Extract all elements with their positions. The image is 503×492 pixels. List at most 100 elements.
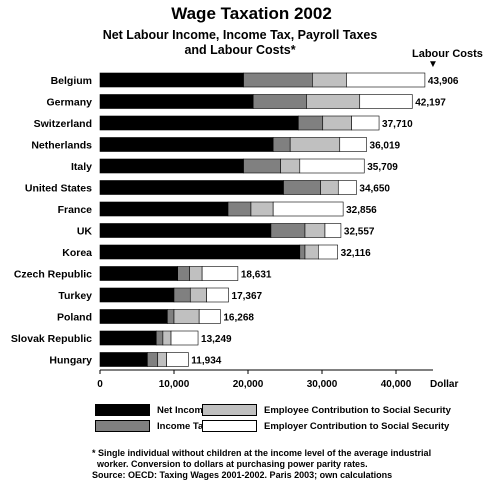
chart-title: Wage Taxation 2002 [171,4,332,23]
bar-segment-italy-employer-contribution-to-social-security [299,158,365,174]
bar-segment-france-income-tax [227,201,252,217]
total-label-belgium: 43,906 [428,76,459,87]
category-label-switzerland: Switzerland [34,118,92,130]
total-label-slovak-republic: 13,249 [201,334,232,345]
down-arrow-icon: ▼ [428,59,438,70]
total-label-uk: 32,557 [344,227,375,238]
bar-segment-united-states-net-income [99,180,284,195]
bar-segment-uk-employee-contribution-to-social-security [304,223,326,238]
bar-segment-united-states-employee-contribution-to-social-security [320,180,339,195]
category-label-germany: Germany [46,97,92,109]
bar-segment-turkey-net-income [99,287,175,303]
bar-segment-turkey-income-tax [173,287,191,303]
total-label-italy: 35,709 [367,162,398,173]
total-label-france: 32,856 [346,205,377,216]
category-label-italy: Italy [71,161,92,173]
bar-segment-switzerland-employee-contribution-to-social-security [322,115,352,131]
bar-segment-turkey-employee-contribution-to-social-security [189,287,207,303]
legend-label-employee-contribution: Employee Contribution to Social Security [264,405,451,416]
legend-label-net-income: Net Income [157,405,209,416]
total-label-switzerland: 37,710 [382,119,413,130]
bar-segment-belgium-net-income [99,72,244,88]
legend-swatch-income-tax [95,420,150,432]
legend-swatch-employee-contribution [202,404,257,416]
category-label-uk: UK [77,226,93,238]
bar-segment-netherlands-employer-contribution-to-social-security [339,137,367,152]
total-label-united-states: 34,650 [359,184,390,195]
category-label-czech-republic: Czech Republic [14,269,92,281]
bar-segment-italy-net-income [99,158,244,174]
bar-segment-poland-employee-contribution-to-social-security [173,309,200,324]
category-label-france: France [58,204,93,216]
bar-segment-korea-employer-contribution-to-social-security [317,244,338,260]
category-label-slovak-republic: Slovak Republic [11,333,92,345]
bar-segment-uk-income-tax [270,223,306,238]
bar-segment-korea-employee-contribution-to-social-security [304,244,319,260]
total-label-germany: 42,197 [415,98,446,109]
bar-segment-czech-republic-net-income [99,266,178,281]
footnote-source: Source: OECD: Taxing Wages 2001-2002. Pa… [92,470,393,480]
bar-segment-united-states-employer-contribution-to-social-security [337,180,357,195]
bar-segment-united-states-income-tax [283,180,321,195]
bar-segment-germany-net-income [99,94,254,109]
category-label-united-states: United States [25,183,92,195]
bar-segment-italy-income-tax [243,158,281,174]
legend-swatch-employer-contribution [202,420,257,432]
footnote-line-1: * Single individual without children at … [92,448,432,458]
bar-segment-germany-employee-contribution-to-social-security [306,94,361,109]
subtitle-line-2: and Labour Costs* [184,43,296,57]
category-label-netherlands: Netherlands [31,140,92,152]
bar-segment-netherlands-employee-contribution-to-social-security [289,137,341,152]
bar-segment-hungary-employer-contribution-to-social-security [166,352,189,367]
bar-segment-uk-employer-contribution-to-social-security [324,223,342,238]
bar-segment-france-employer-contribution-to-social-security [272,201,344,217]
bar-segment-switzerland-income-tax [298,115,324,131]
bar-segment-switzerland-employer-contribution-to-social-security [351,115,380,131]
bar-segment-slovak-republic-employer-contribution-to-social-security [170,330,199,346]
subtitle-line-1: Net Labour Income, Income Tax, Payroll T… [102,28,378,42]
bar-segment-slovak-republic-employee-contribution-to-social-security [162,330,172,346]
bar-segment-turkey-employer-contribution-to-social-security [206,287,229,303]
bar-segment-france-net-income [99,201,229,217]
bar-segment-hungary-employee-contribution-to-social-security [157,352,167,367]
bar-segment-korea-net-income [99,244,301,260]
bar-segment-czech-republic-employee-contribution-to-social-security [189,266,203,281]
bar-segment-belgium-employer-contribution-to-social-security [346,72,426,88]
x-tick-label-3: 30,000 [307,379,338,390]
bar-segment-hungary-income-tax [147,352,159,367]
bar-segment-poland-income-tax [167,309,175,324]
bar-segment-netherlands-income-tax [272,137,291,152]
labour-costs-header: Labour Costs [412,48,483,60]
total-label-czech-republic: 18,631 [241,270,272,281]
total-label-netherlands: 36,019 [370,141,401,152]
total-label-hungary: 11,934 [191,356,221,367]
footnote-line-2: worker. Conversion to dollars at purchas… [97,459,368,469]
bar-segment-korea-income-tax [299,244,306,260]
category-label-poland: Poland [57,312,92,324]
bar-segment-belgium-income-tax [243,72,313,88]
bar-segment-germany-employer-contribution-to-social-security [359,94,413,109]
total-label-turkey: 17,367 [232,291,263,302]
bar-segment-italy-employee-contribution-to-social-security [280,158,301,174]
bar-segment-slovak-republic-income-tax [155,330,164,346]
legend-label-employer-contribution: Employer Contribution to Social Security [264,421,450,432]
bar-segment-uk-net-income [99,223,272,238]
x-tick-label-0: 0 [97,379,103,390]
bar-segment-slovak-republic-net-income [99,330,157,346]
bar-segment-czech-republic-employer-contribution-to-social-security [201,266,239,281]
bar-segment-poland-net-income [99,309,168,324]
legend-swatch-net-income [95,404,150,416]
x-tick-label-1: 10,000 [159,379,190,390]
category-label-turkey: Turkey [58,290,92,302]
category-label-belgium: Belgium [51,75,92,87]
category-label-hungary: Hungary [49,355,92,367]
bar-segment-hungary-net-income [99,352,148,367]
chart-subtitle: Net Labour Income, Income Tax, Payroll T… [60,28,420,58]
legend-label-income-tax: Income Tax [157,421,209,432]
total-label-poland: 16,268 [223,313,254,324]
bar-segment-netherlands-net-income [99,137,274,152]
total-label-korea: 32,116 [341,248,371,259]
category-label-korea: Korea [62,247,92,259]
bar-segment-switzerland-net-income [99,115,299,131]
